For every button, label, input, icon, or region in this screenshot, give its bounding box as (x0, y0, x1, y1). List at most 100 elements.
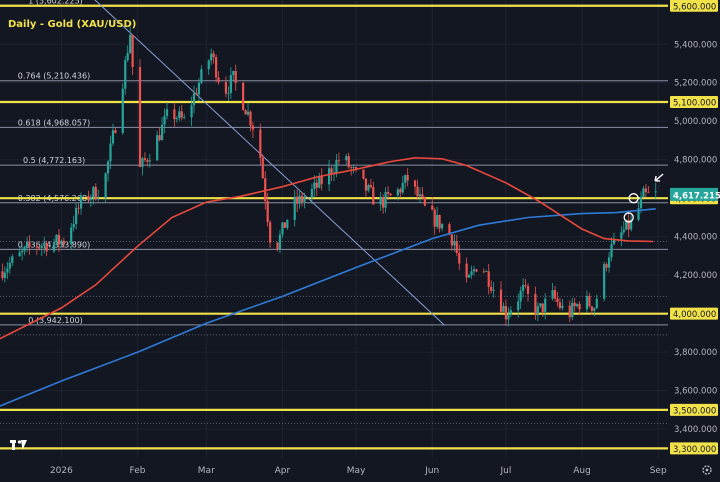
fib-label-0: 1 (5,602.225) (28, 0, 83, 5)
candle-body-182 (625, 219, 628, 230)
candle-body-65 (224, 82, 228, 94)
candle-body-137 (470, 271, 473, 276)
candle-body-130 (448, 224, 451, 235)
candle-body-80 (276, 242, 279, 250)
candle-body-127 (436, 214, 439, 227)
candle-body-92 (315, 182, 318, 188)
candle-body-26 (89, 197, 92, 201)
candle-body-64 (217, 77, 220, 83)
candle-body-173 (593, 308, 596, 311)
candle-body-102 (350, 167, 353, 168)
logo-stem (12, 440, 15, 450)
candle-body-152 (522, 285, 525, 291)
candle-body-72 (246, 111, 250, 115)
candle-body-125 (431, 205, 434, 210)
settings-gear-icon[interactable] (702, 465, 712, 475)
candle-body-76 (261, 157, 264, 179)
candle-body-48 (163, 115, 166, 125)
candle-body-43 (146, 159, 149, 162)
candle-body-83 (283, 222, 286, 228)
candle-body-188 (644, 188, 647, 192)
candle-body-153 (524, 285, 527, 286)
candle-body-100 (345, 156, 348, 161)
candle-body-95 (327, 168, 331, 185)
candle-body-57 (195, 93, 198, 95)
candle-body-34 (114, 130, 117, 133)
candle-body-11 (38, 247, 41, 249)
candle-body-70 (242, 82, 245, 111)
logo-dot (17, 440, 22, 444)
candle-body-129 (440, 224, 444, 229)
candle-body-142 (487, 271, 490, 287)
candle-body-151 (519, 290, 522, 302)
candle-body-96 (330, 168, 333, 175)
candle-body-35 (121, 88, 124, 133)
ma-fast-line (0, 156, 654, 340)
ma-slow-line (0, 208, 656, 407)
candle-body-1 (3, 272, 7, 279)
key-level-label-5: 3,300.000 (673, 445, 716, 455)
candle-body-20 (70, 227, 73, 245)
candle-body-68 (232, 70, 235, 76)
candle-body-128 (438, 214, 441, 229)
arrow-pointer-icon (654, 173, 664, 182)
current-price-label: 4,617.215 (673, 191, 720, 201)
candle-body-139 (475, 269, 478, 272)
candle-body-46 (158, 135, 161, 141)
candle-body-94 (320, 175, 323, 185)
candle-body-19 (62, 240, 65, 245)
key-level-label-1: 5,100.000 (673, 98, 716, 108)
candle-body-0 (1, 271, 4, 279)
candle-body-18 (60, 240, 63, 245)
candle-body-131 (450, 234, 453, 246)
key-level-tag-3 (670, 307, 718, 320)
candle-body-58 (197, 82, 201, 95)
candle-body-40 (138, 67, 142, 167)
y-tick-label-5: 4,400.000 (674, 233, 717, 243)
candle-body-178 (610, 244, 613, 258)
candle-body-183 (627, 219, 630, 230)
candle-body-101 (347, 156, 350, 168)
candle-body-132 (453, 241, 456, 246)
candle-body-162 (556, 298, 559, 303)
candle-body-7 (23, 246, 26, 251)
candle-body-116 (399, 189, 402, 193)
candle-body-112 (384, 191, 387, 208)
candle-body-77 (264, 178, 267, 201)
candle-body-2 (6, 268, 9, 273)
candle-body-9 (28, 242, 31, 247)
candle-body-39 (131, 34, 134, 68)
candle-body-179 (612, 238, 616, 245)
candle-body-82 (281, 222, 284, 235)
candle-body-86 (296, 196, 299, 204)
candle-body-21 (72, 223, 75, 228)
candle-body-49 (165, 109, 169, 116)
candle-body-171 (588, 296, 591, 307)
candle-body-123 (421, 194, 424, 198)
candle-body-3 (8, 262, 11, 269)
y-tick-label-4: 4,200.000 (674, 271, 717, 281)
trendline-line (94, 0, 445, 326)
candle-body-190 (654, 191, 657, 193)
candle-body-138 (472, 269, 476, 272)
x-tick-label-8: Sep (650, 466, 667, 476)
key-level-tag-5 (670, 442, 718, 455)
candle-body-157 (539, 303, 542, 307)
candle-body-90 (310, 188, 313, 198)
candle-body-67 (229, 75, 232, 93)
candle-body-60 (207, 60, 210, 70)
candle-body-161 (553, 290, 557, 299)
candle-body-155 (534, 293, 537, 315)
candle-body-50 (173, 109, 176, 120)
logo-wedge (21, 440, 27, 450)
candle-body-176 (605, 264, 608, 268)
candle-body-56 (192, 93, 196, 106)
candle-body-75 (259, 129, 262, 158)
candle-body-61 (210, 53, 213, 61)
candle-body-135 (465, 263, 468, 278)
candle-body-13 (43, 243, 46, 246)
candle-body-108 (369, 184, 372, 188)
y-tick-label-2: 3,800.000 (674, 348, 717, 358)
key-level-label-4: 3,500.000 (673, 406, 716, 416)
